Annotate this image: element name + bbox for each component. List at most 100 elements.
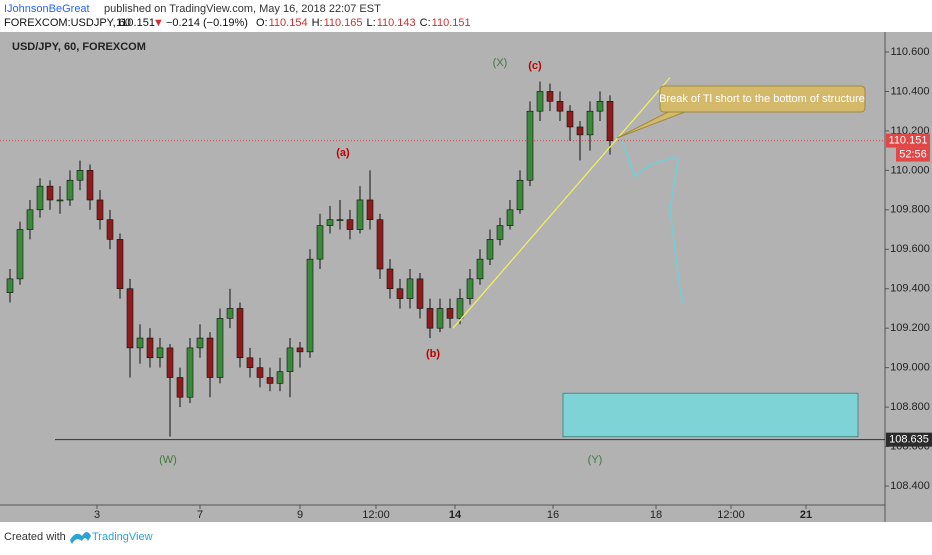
ohlc-value: 110.151 bbox=[432, 17, 471, 29]
y-tick-label: 108.400 bbox=[890, 480, 930, 492]
x-tick-label: 18 bbox=[650, 509, 662, 521]
ohlc-label: L: bbox=[367, 17, 376, 29]
symbol: FOREXCOM:USDJPY, 60 bbox=[4, 17, 131, 29]
candle-body bbox=[216, 318, 224, 378]
x-tick-label: 12:00 bbox=[362, 509, 390, 521]
footer-created: Created with bbox=[4, 531, 66, 543]
countdown-label: 52:56 bbox=[899, 148, 927, 160]
candle-body bbox=[36, 185, 44, 211]
support-tag bbox=[886, 432, 932, 447]
tradingview-logo bbox=[70, 532, 91, 544]
ohlc-value: 110.165 bbox=[324, 17, 363, 29]
candle-body bbox=[156, 347, 164, 359]
candle-body bbox=[146, 337, 154, 359]
candle-body bbox=[486, 239, 494, 260]
candle-body bbox=[26, 209, 34, 230]
candle-body bbox=[306, 258, 314, 353]
candle-body bbox=[496, 225, 504, 240]
candle-body bbox=[396, 288, 404, 299]
candle-body bbox=[536, 91, 544, 112]
candle-body bbox=[56, 199, 64, 202]
y-tick-label: 109.600 bbox=[890, 243, 930, 255]
candle-body bbox=[596, 101, 604, 112]
support-label: 108.635 bbox=[889, 434, 929, 446]
x-tick-label: 21 bbox=[800, 509, 812, 521]
candle-body bbox=[366, 199, 374, 220]
wave-label: (Y) bbox=[588, 454, 603, 466]
ohlc-label: C: bbox=[420, 17, 431, 29]
y-tick-label: 108.800 bbox=[890, 401, 930, 413]
candle-body bbox=[46, 185, 54, 201]
candle-body bbox=[16, 229, 24, 280]
candle-body bbox=[566, 110, 574, 128]
candle-body bbox=[416, 278, 424, 309]
y-tick-label: 109.000 bbox=[890, 362, 930, 374]
candle-body bbox=[386, 268, 394, 290]
candle-body bbox=[446, 308, 454, 319]
logo-mark bbox=[70, 532, 91, 544]
published: published on TradingView.com, May 16, 20… bbox=[104, 3, 381, 15]
candle-body bbox=[196, 337, 204, 349]
candle-body bbox=[6, 278, 14, 293]
y-tick-label: 109.400 bbox=[890, 283, 930, 295]
candle-body bbox=[316, 225, 324, 260]
candle-body bbox=[256, 367, 264, 378]
candle-body bbox=[276, 371, 284, 384]
wave-label: (a) bbox=[336, 147, 350, 159]
wave-label: (b) bbox=[426, 348, 440, 360]
ohlc-label: H: bbox=[312, 17, 323, 29]
candle-body bbox=[336, 219, 344, 221]
projection-path bbox=[621, 140, 684, 303]
y-tick-label: 110.000 bbox=[891, 164, 930, 176]
candle-body bbox=[76, 170, 84, 181]
candle-body bbox=[356, 199, 364, 230]
chart-panel bbox=[0, 32, 932, 522]
ohlc-value: 110.154 bbox=[269, 17, 308, 29]
x-tick-label: 7 bbox=[197, 509, 203, 521]
candle-body bbox=[206, 337, 214, 378]
candle-body bbox=[576, 126, 584, 136]
target-zone bbox=[562, 392, 859, 438]
candle-body bbox=[176, 377, 184, 398]
candle-body bbox=[516, 179, 524, 211]
candle-body bbox=[506, 209, 514, 226]
candle-body bbox=[466, 278, 474, 299]
candle-body bbox=[586, 110, 594, 136]
candle-body bbox=[346, 219, 354, 230]
candle-body bbox=[166, 347, 174, 378]
y-tick-label: 109.800 bbox=[890, 204, 930, 216]
callout-box bbox=[659, 85, 866, 113]
callout-text: Break of Tl short to the bottom of struc… bbox=[659, 93, 865, 105]
candle-body bbox=[436, 308, 444, 329]
chart-title: USD/JPY, 60, FOREXCOM bbox=[12, 41, 146, 53]
x-tick-label: 9 bbox=[297, 509, 303, 521]
trend-line bbox=[452, 77, 671, 329]
candle-body bbox=[126, 288, 134, 349]
wave-label: (c) bbox=[528, 60, 542, 72]
y-tick-label: 109.200 bbox=[890, 322, 930, 334]
candle-body bbox=[266, 377, 274, 384]
candle-body bbox=[456, 298, 464, 319]
candle-body bbox=[556, 101, 564, 112]
countdown-tag bbox=[896, 147, 930, 162]
candle-body bbox=[136, 337, 144, 349]
candle-body bbox=[226, 308, 234, 319]
author[interactable]: IJohnsonBeGreat bbox=[4, 3, 90, 15]
candle-body bbox=[326, 219, 334, 226]
y-tick-label: 110.600 bbox=[891, 46, 930, 58]
candle-body bbox=[186, 347, 194, 398]
candle-body bbox=[426, 308, 434, 329]
change-arrow: ▼ bbox=[153, 17, 164, 29]
last-price-label: 110.151 bbox=[889, 134, 928, 146]
candle-body bbox=[116, 239, 124, 290]
wave-label: (X) bbox=[493, 57, 508, 69]
x-tick-label: 14 bbox=[449, 509, 462, 521]
y-tick-label: 110.400 bbox=[891, 85, 930, 97]
candle-body bbox=[476, 258, 484, 280]
x-tick-label: 16 bbox=[547, 509, 559, 521]
candle-body bbox=[526, 110, 534, 181]
candle-body bbox=[106, 219, 114, 240]
footer-brand[interactable]: TradingView bbox=[92, 531, 153, 543]
candle-body bbox=[236, 308, 244, 359]
